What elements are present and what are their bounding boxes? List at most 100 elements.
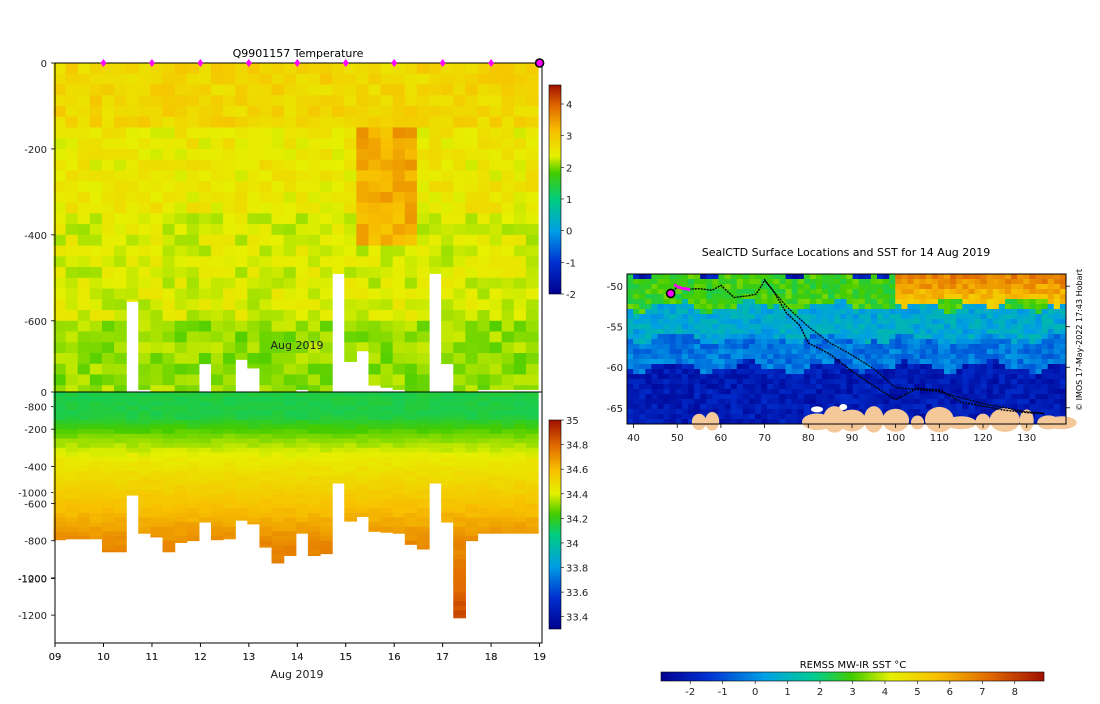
salinity-cell: [198, 512, 212, 518]
sst-cell: [755, 309, 762, 315]
salinity-cell: [77, 489, 91, 495]
temperature-cell: [295, 353, 309, 365]
salinity-cell: [392, 517, 406, 523]
salinity-cell: [453, 554, 466, 560]
sst-cell: [901, 364, 908, 370]
temperature-x-tick-label: 15: [339, 652, 352, 663]
salinity-cell: [320, 550, 333, 555]
sst-cell: [944, 319, 951, 325]
temperature-cell: [247, 116, 261, 128]
salinity-cell: [101, 475, 115, 481]
temperature-cell: [223, 267, 236, 279]
sst-cell: [657, 389, 665, 395]
salinity-cell: [465, 480, 479, 486]
salinity-cell: [489, 471, 503, 477]
sst-cell: [761, 379, 768, 385]
sst-cell: [901, 379, 908, 385]
sst-cell: [748, 389, 756, 395]
salinity-cell: [259, 503, 273, 509]
salinity-cell: [223, 517, 236, 523]
sst-cell: [736, 319, 744, 325]
salinity-cell: [320, 401, 333, 407]
sst-cell: [633, 344, 640, 350]
sst-cell: [1035, 379, 1043, 385]
sst-cell: [736, 354, 744, 360]
sst-cell: [895, 359, 902, 365]
salinity-cell: [126, 443, 139, 449]
sst-cell: [675, 359, 683, 365]
temperature-cell: [344, 159, 357, 171]
sst-cell: [730, 414, 738, 420]
temperature-cell: [150, 288, 164, 300]
salinity-cell: [356, 484, 370, 491]
salinity-cell: [271, 443, 285, 449]
sst-cell: [748, 394, 756, 400]
salinity-cell: [223, 466, 236, 472]
temperature-cell: [416, 116, 430, 128]
temperature-cell: [404, 95, 418, 107]
salinity-cell: [320, 415, 333, 421]
temperature-cell: [126, 267, 139, 279]
sst-cell: [1059, 379, 1067, 385]
sst-cell: [773, 384, 780, 390]
temperature-cell: [162, 288, 176, 300]
sst-cell: [1029, 304, 1037, 310]
salinity-cell: [416, 461, 430, 467]
sst-cell: [724, 404, 732, 410]
salinity-cell: [89, 461, 103, 467]
sst-cell: [1017, 299, 1024, 305]
salinity-cell: [223, 536, 236, 540]
sst-cell: [1041, 299, 1049, 305]
sst-cell: [779, 314, 787, 320]
sst-cell: [846, 279, 854, 285]
temperature-cell: [295, 202, 309, 214]
temperature-cell: [380, 138, 394, 150]
salinity-cell: [259, 452, 273, 458]
temperature-cell: [114, 138, 127, 150]
salinity-cell: [138, 503, 152, 509]
temperature-cell: [441, 63, 454, 75]
temperature-cell: [89, 353, 103, 365]
sst-cell: [742, 299, 750, 305]
temperature-cell: [198, 224, 212, 236]
sst-cell: [883, 354, 890, 360]
sst-cell: [876, 334, 884, 340]
sst-cell: [657, 299, 665, 305]
temperature-cell: [380, 127, 394, 139]
salinity-cell: [356, 424, 370, 430]
salinity-cell: [235, 443, 248, 449]
sst-cell: [931, 364, 939, 370]
salinity-cell: [465, 443, 479, 449]
sst-cell: [1035, 414, 1043, 420]
sst-cell: [730, 374, 738, 380]
map-lon-tick-label: 40: [627, 433, 640, 444]
sst-cell: [1023, 304, 1030, 310]
sst-cell: [803, 274, 811, 280]
temperature-cell: [416, 320, 430, 332]
sst-cell: [822, 274, 829, 280]
sst-cell: [858, 279, 866, 285]
sst-cell: [1029, 319, 1037, 325]
temperature-cell: [295, 191, 309, 204]
salinity-cell: [271, 405, 285, 411]
sst-cell: [681, 394, 689, 400]
sst-cell: [864, 344, 872, 350]
sst-cell: [651, 409, 658, 415]
sst-cell: [706, 284, 713, 290]
map-lon-tick-label: 130: [1017, 433, 1036, 444]
salinity-cell: [223, 526, 236, 532]
salinity-cell: [198, 433, 212, 439]
sst-cell: [779, 399, 787, 405]
salinity-cell: [53, 405, 67, 411]
salinity-cell: [283, 396, 297, 402]
temperature-x-tick-label: 10: [97, 652, 110, 663]
temperature-cell: [392, 331, 406, 343]
sst-cell: [980, 389, 988, 395]
sst-cell: [724, 354, 732, 360]
sst-cell: [657, 374, 665, 380]
sst-cell: [980, 374, 988, 380]
sst-cell: [730, 314, 738, 320]
sst-cell: [700, 279, 707, 285]
temperature-cell: [368, 84, 382, 96]
sst-cell: [870, 389, 878, 395]
